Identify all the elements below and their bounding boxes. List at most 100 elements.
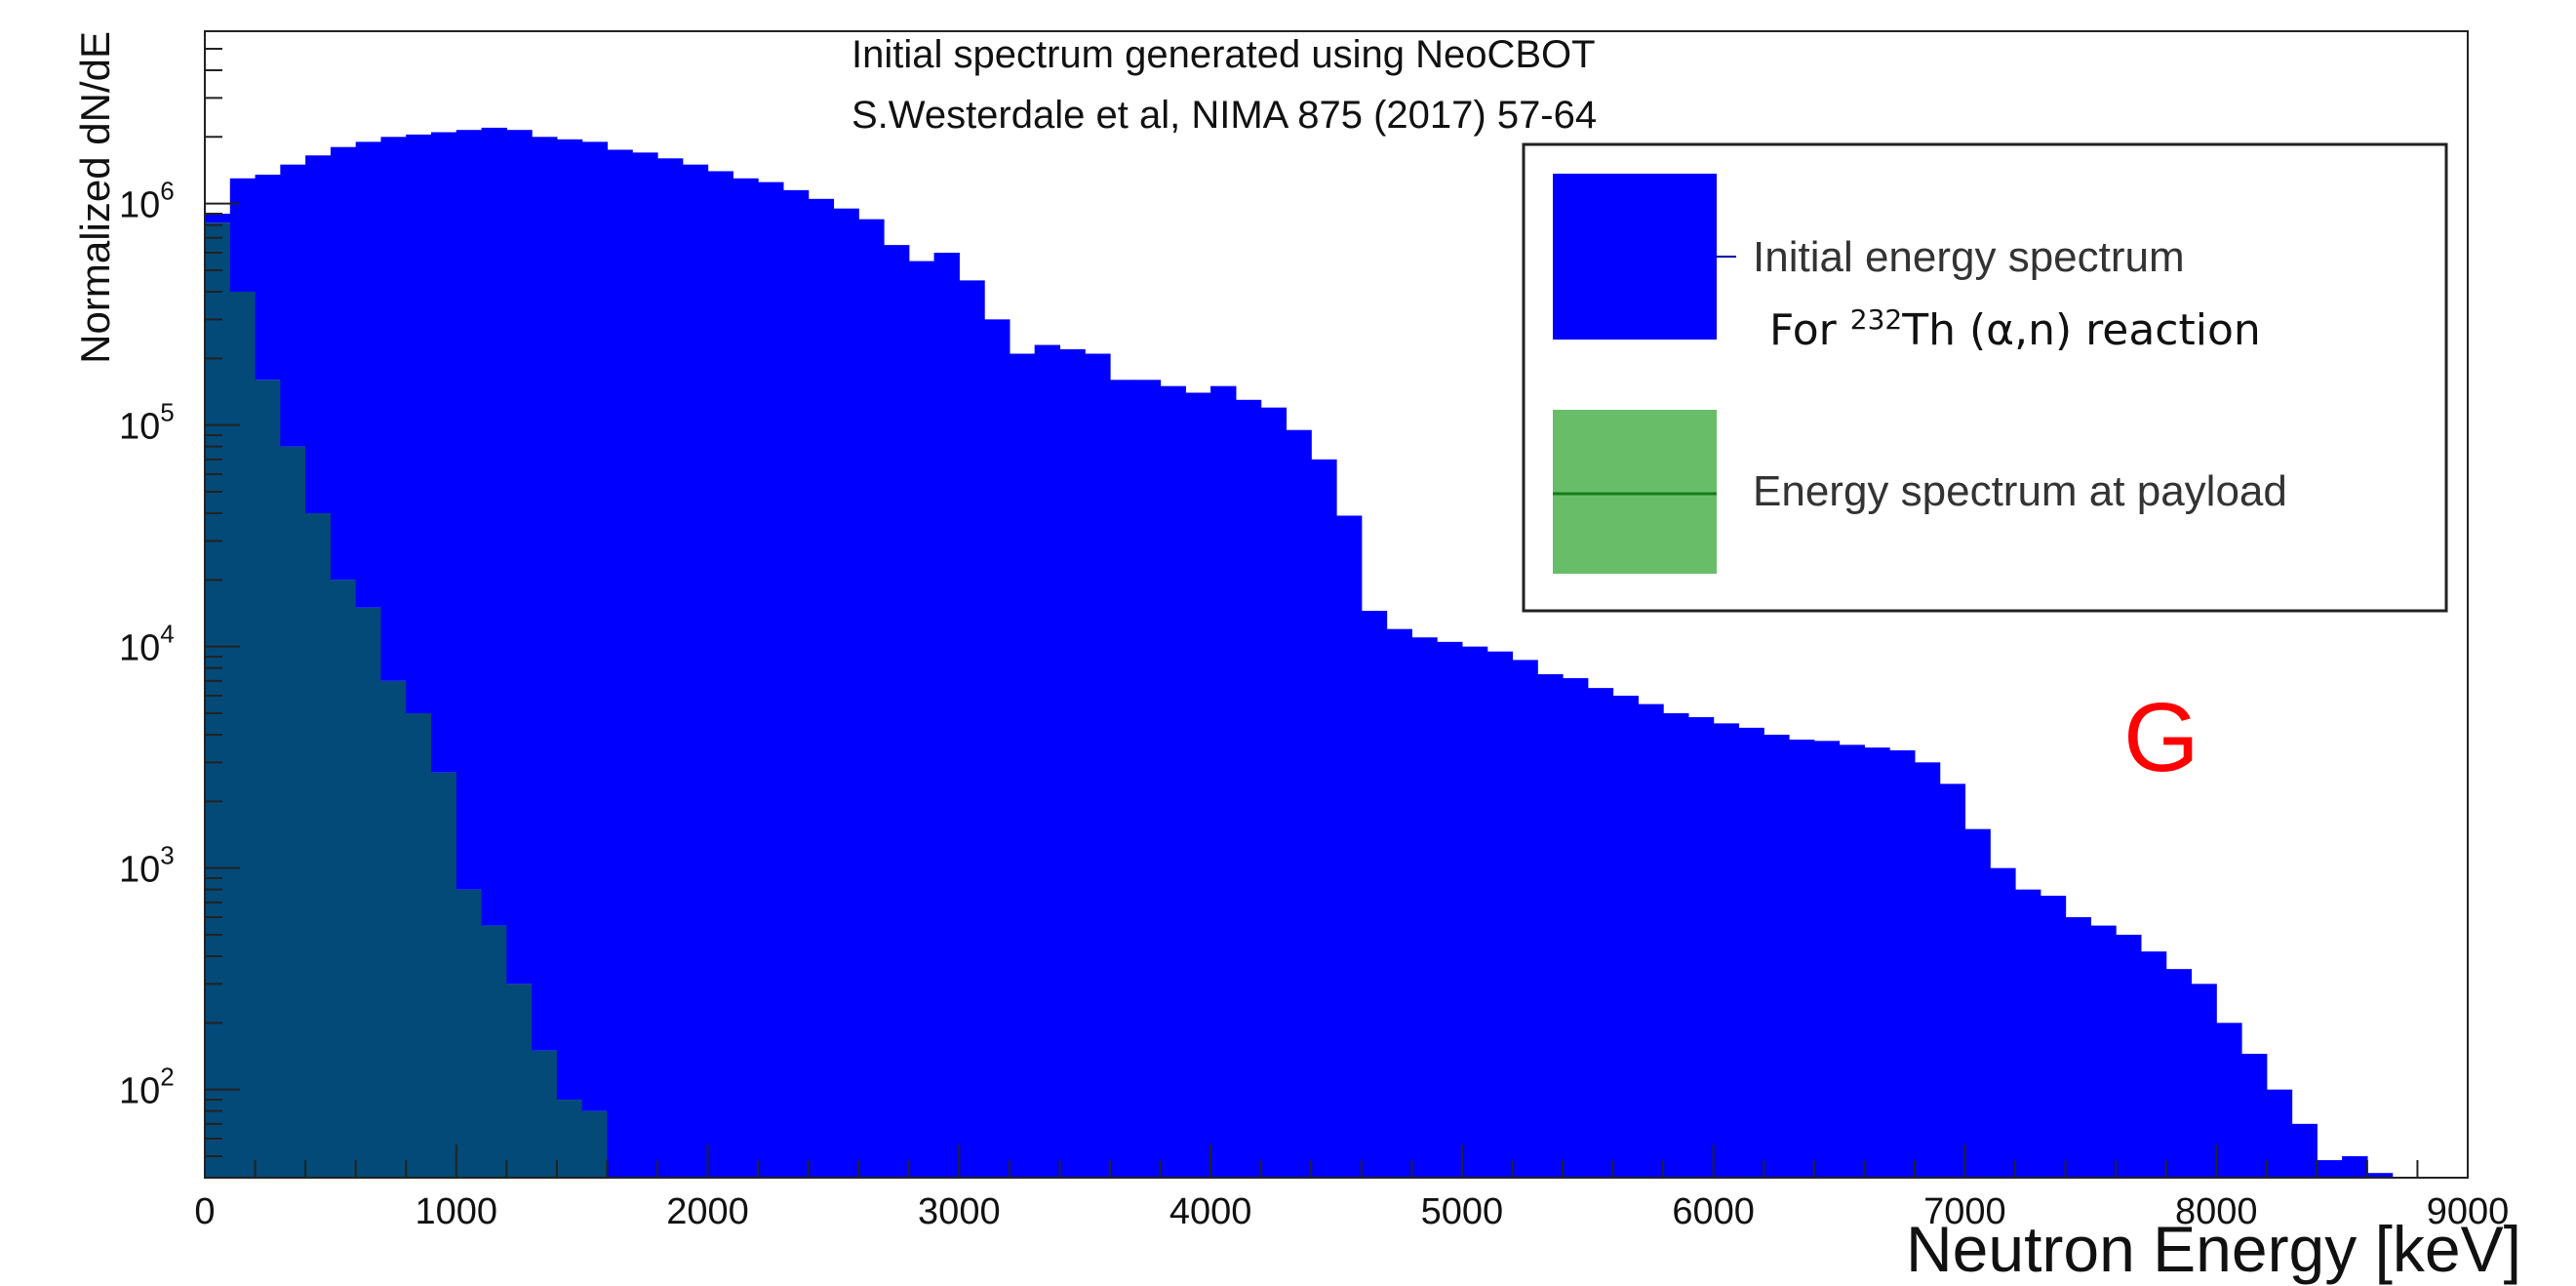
y-tick-base: 10 (119, 628, 160, 669)
bar-initial (556, 139, 583, 1101)
bar-overlap (280, 446, 306, 1178)
legend-reaction-prefix: For (1769, 305, 1850, 355)
bar-initial (255, 175, 281, 381)
bar-overlap (431, 772, 457, 1178)
bar-initial (205, 214, 231, 223)
bar-initial (1386, 628, 1412, 1178)
bar-overlap (506, 984, 533, 1178)
source-note-line-2: S.Westerdale et al, NIMA 875 (2017) 57-6… (852, 94, 1597, 137)
bar-initial (1990, 867, 2016, 1178)
bar-initial (908, 261, 935, 1178)
source-note-line-1: Initial spectrum generated using NeoCBOT (852, 33, 1596, 76)
y-tick-base: 10 (119, 407, 160, 448)
bar-initial (1486, 651, 1514, 1178)
bar-initial (1964, 828, 1991, 1178)
bar-initial (280, 164, 306, 447)
bar-initial (682, 164, 709, 1179)
bar-overlap (255, 380, 281, 1179)
bar-initial (456, 130, 483, 890)
legend-swatch-payload (1553, 410, 1717, 574)
bar-overlap (355, 607, 382, 1178)
bar-initial (632, 152, 658, 1179)
y-tick-base: 10 (119, 850, 160, 891)
bar-initial (330, 146, 357, 581)
bar-initial (1235, 399, 1262, 1179)
bar-initial (1789, 740, 1815, 1178)
bar-initial (1311, 459, 1337, 1179)
bar-initial (1537, 674, 1564, 1178)
legend-entry-payload: Energy spectrum at payload (1753, 467, 2287, 515)
y-tick-label: 105 (119, 398, 175, 448)
bar-initial (1512, 660, 1538, 1178)
bar-initial (229, 178, 257, 292)
bar-initial (581, 141, 609, 1111)
y-tick-exponent: 2 (160, 1063, 174, 1092)
bar-initial (532, 137, 558, 1051)
bar-initial (1286, 429, 1312, 1179)
bar-initial (1687, 717, 1715, 1178)
bar-overlap (205, 222, 231, 1178)
bar-initial (657, 158, 684, 1179)
legend-entry-initial: Initial energy spectrum (1753, 233, 2185, 281)
bar-initial (1085, 353, 1111, 1178)
x-tick-label: 9000 (2427, 1191, 2510, 1232)
bar-initial (1260, 407, 1288, 1178)
x-tick-label: 6000 (1672, 1191, 1755, 1232)
y-tick-exponent: 5 (160, 398, 174, 427)
bar-initial (2015, 889, 2041, 1178)
y-tick-label: 106 (119, 177, 175, 226)
bar-overlap (305, 512, 332, 1178)
y-tick-exponent: 6 (160, 177, 174, 206)
bar-initial (1185, 392, 1211, 1178)
bar-initial (884, 245, 910, 1179)
y-axis-title: Normalized dN/dE (72, 31, 118, 364)
histogram-bars (205, 127, 2394, 1179)
bar-initial (2140, 951, 2167, 1178)
bar-initial (959, 280, 985, 1178)
bar-initial (1411, 637, 1438, 1178)
bar-initial (808, 198, 835, 1178)
x-tick-label: 4000 (1169, 1191, 1252, 1232)
bar-overlap (229, 291, 257, 1179)
bar-initial (2090, 925, 2117, 1178)
y-tick-label: 103 (119, 841, 175, 891)
bar-overlap (406, 712, 432, 1178)
bar-initial (758, 181, 784, 1178)
bar-initial (1361, 611, 1388, 1178)
bar-initial (2040, 896, 2067, 1178)
bar-initial (1009, 353, 1036, 1178)
bar-initial (733, 178, 759, 1178)
bar-initial (305, 155, 332, 513)
y-tick-base: 10 (119, 1071, 160, 1112)
bar-initial (380, 137, 407, 681)
bar-initial (431, 132, 457, 773)
bar-initial (2317, 1160, 2343, 1178)
bar-initial (1638, 703, 1664, 1178)
bar-initial (1764, 734, 1790, 1178)
y-tick-exponent: 4 (160, 620, 174, 649)
bar-initial (1034, 344, 1061, 1178)
bar-initial (1134, 380, 1162, 1179)
bar-initial (782, 189, 810, 1178)
bar-initial (2116, 934, 2142, 1178)
bar-overlap (481, 925, 507, 1178)
x-axis-title: Neutron Energy [keV] (1906, 1213, 2521, 1285)
annotation-marker-g: G (2123, 683, 2200, 792)
x-tick-label: 2000 (666, 1191, 749, 1232)
bar-initial (1437, 641, 1463, 1178)
bar-initial (2216, 1023, 2242, 1178)
bar-initial (1461, 646, 1488, 1178)
bar-initial (1210, 385, 1237, 1179)
bar-initial (355, 141, 382, 608)
bar-overlap (581, 1110, 609, 1178)
bar-initial (2065, 917, 2091, 1178)
legend-reaction-rest: Th (α,n) reaction (1901, 305, 2261, 355)
bar-initial (833, 208, 859, 1178)
bar-initial (2342, 1156, 2368, 1178)
bar-overlap (556, 1100, 583, 1178)
bar-initial (1813, 741, 1841, 1178)
y-tick-label: 102 (119, 1063, 175, 1112)
bar-initial (1612, 696, 1639, 1178)
